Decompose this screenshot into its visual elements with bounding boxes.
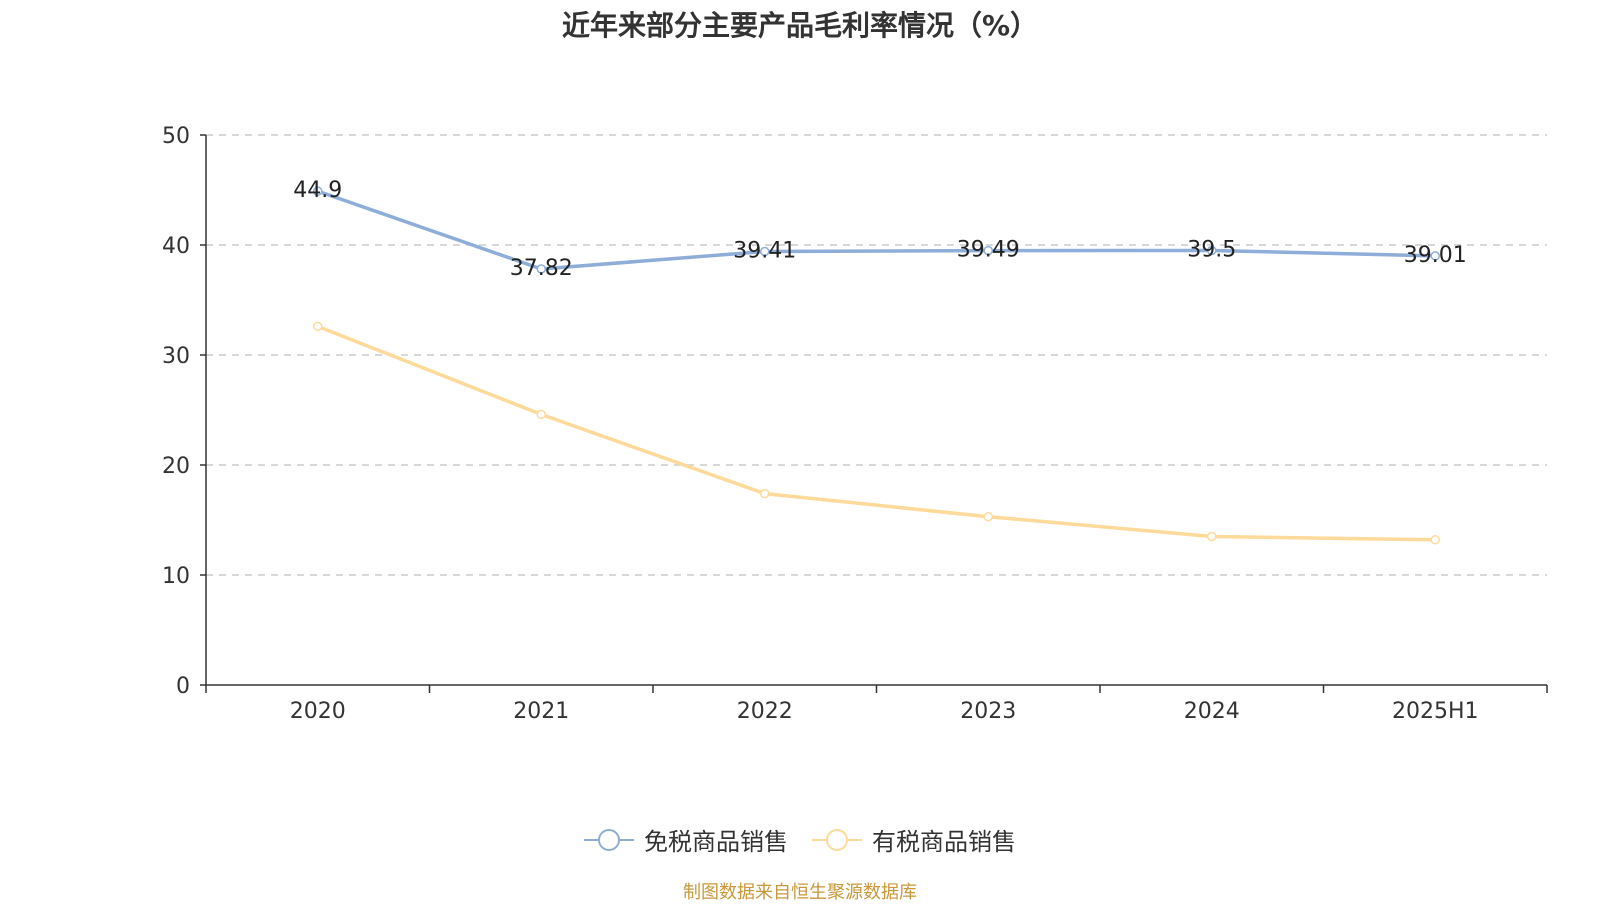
x-tick-label: 2021 <box>513 699 569 724</box>
data-label: 39.49 <box>957 238 1020 263</box>
legend-item-duty-free[interactable]: 免税商品销售 <box>584 822 788 857</box>
data-label: 39.5 <box>1187 238 1236 263</box>
chart-title: 近年来部分主要产品毛利率情况（%） <box>561 9 1039 42</box>
data-point[interactable] <box>760 246 770 257</box>
legend-item-taxed[interactable]: 有税商品销售 <box>812 822 1016 857</box>
legend-label-taxed: 有税商品销售 <box>872 828 1016 856</box>
legend-label-duty-free: 免税商品销售 <box>644 828 788 856</box>
grid-lines <box>206 134 1547 576</box>
data-labels: 44.9 37.82 39.41 39.49 39.5 39.01 <box>293 178 1466 281</box>
data-label: 37.82 <box>510 256 573 281</box>
data-point[interactable] <box>313 321 323 332</box>
y-tick-label: 50 <box>162 124 190 149</box>
data-point[interactable] <box>1207 245 1217 256</box>
data-point[interactable] <box>313 186 323 196</box>
data-point[interactable] <box>1430 251 1440 261</box>
legend: 免税商品销售 有税商品销售 <box>0 822 1600 857</box>
data-point[interactable] <box>760 488 770 499</box>
x-tick-label: 2025H1 <box>1392 699 1479 724</box>
x-tick-label: 2020 <box>290 699 346 724</box>
data-label: 39.41 <box>733 238 796 263</box>
y-tick-label: 10 <box>162 564 190 589</box>
y-tick-label: 0 <box>176 674 190 699</box>
legend-marker-taxed-icon <box>812 828 862 851</box>
axes: 0 10 20 30 40 50 2020 2021 2022 2023 2024 2025H1 <box>162 124 1548 724</box>
series-line-0 <box>317 189 1436 271</box>
data-point[interactable] <box>1430 535 1440 545</box>
x-tick-label: 2024 <box>1184 699 1240 724</box>
data-point[interactable] <box>536 264 546 274</box>
y-tick-label: 20 <box>162 454 190 479</box>
series-line-1 <box>317 324 1436 542</box>
data-point[interactable] <box>983 245 993 256</box>
y-tick-label: 40 <box>162 234 190 259</box>
y-tick-label: 30 <box>162 344 190 369</box>
data-point[interactable] <box>983 511 993 522</box>
data-label: 39.01 <box>1404 243 1467 268</box>
x-tick-label: 2023 <box>960 699 1016 724</box>
data-point[interactable] <box>1207 531 1217 542</box>
source-note: 制图数据来自恒生聚源数据库 <box>683 882 917 903</box>
legend-marker-duty-free-icon <box>584 828 634 851</box>
series <box>313 186 1440 545</box>
data-point[interactable] <box>536 409 546 420</box>
x-tick-label: 2022 <box>737 699 793 724</box>
data-label: 44.9 <box>293 178 342 203</box>
